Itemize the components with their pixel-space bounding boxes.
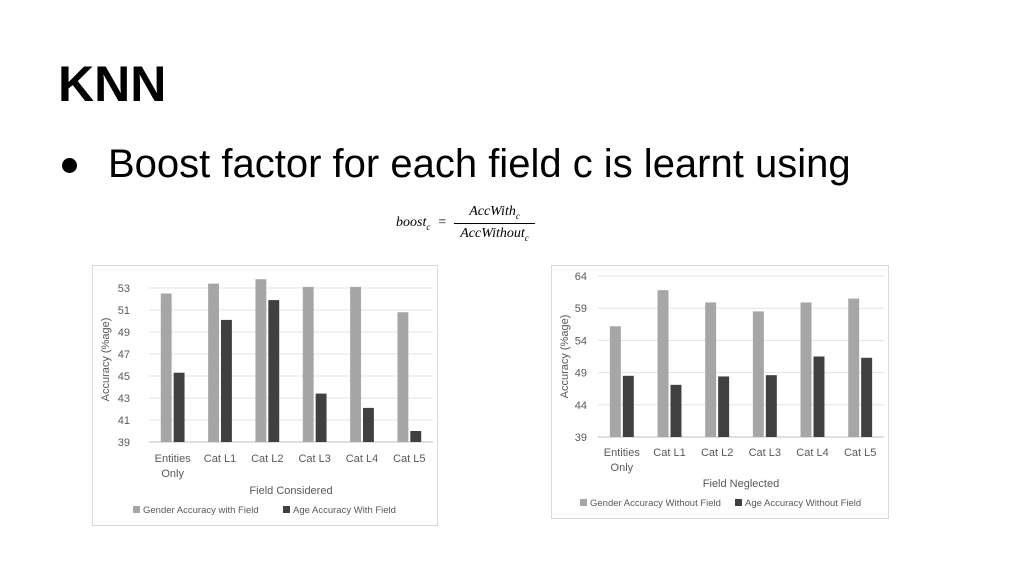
chart-field-neglected: 39 44 49 54 59 64 Accuracy (%age) Entities Only C…	[551, 265, 889, 519]
y-tick-label: 51	[118, 305, 130, 317]
x-tick-label: Only	[161, 468, 184, 480]
y-tick-label: 41	[118, 415, 130, 427]
bar-age	[410, 431, 422, 442]
boost-formula: boostc = AccWithc AccWithoutc	[396, 204, 535, 243]
chart-field-considered: 39 41 43 45 47 49 51 53 Accuracy (%age) Entities O…	[92, 265, 438, 526]
legend-label: Age Accuracy With Field	[293, 505, 396, 516]
x-tick-label: Cat L2	[251, 453, 283, 465]
bar-gender	[350, 286, 361, 442]
x-tick-label: Cat L5	[393, 453, 425, 465]
y-tick-label: 53	[118, 283, 130, 295]
bar-gender	[160, 293, 172, 442]
bar-age	[173, 372, 185, 442]
bar-age	[622, 375, 634, 437]
y-axis-label: Accuracy (%age)	[100, 318, 112, 402]
y-tick-label: 59	[575, 303, 587, 315]
y-tick-label: 45	[118, 371, 130, 383]
bar-gender	[848, 298, 860, 437]
x-tick-label: Cat L5	[844, 447, 876, 459]
bullet-dot-icon	[62, 157, 77, 173]
bar-gender	[705, 302, 717, 437]
x-tick-label: Only	[611, 462, 634, 474]
bar-gender	[397, 312, 409, 442]
legend-label: Gender Accuracy Without Field	[590, 498, 721, 509]
bar-age	[718, 376, 730, 437]
bar-gender	[609, 326, 621, 437]
legend-swatch	[735, 499, 742, 506]
legend-swatch	[580, 499, 587, 506]
y-tick-label: 39	[575, 432, 587, 444]
formula-lhs: boostc	[396, 214, 431, 232]
bar-gender	[255, 279, 267, 442]
y-axis-label: Accuracy (%age)	[559, 315, 571, 399]
bullet-point: Boost factor for each field c is learnt …	[62, 140, 851, 188]
chart-field-considered-svg: 39 41 43 45 47 49 51 53 Accuracy (%age) Entities O…	[100, 279, 433, 516]
bar-age	[221, 319, 232, 442]
x-axis-label: Field Considered	[249, 485, 332, 497]
y-tick-label: 47	[118, 349, 130, 361]
x-tick-label: Cat L1	[653, 447, 685, 459]
x-axis-label: Field Neglected	[703, 478, 779, 490]
x-tick-label: Cat L1	[204, 453, 236, 465]
x-tick-label: Entities	[604, 447, 641, 459]
chart-field-neglected-svg: 39 44 49 54 59 64 Accuracy (%age) Entities Only C…	[559, 271, 884, 509]
bar-gender	[800, 302, 812, 437]
y-tick-label: 43	[118, 393, 130, 405]
bar-age	[813, 356, 825, 437]
bar-gender	[657, 290, 669, 437]
bar-age	[765, 375, 777, 437]
formula-equals: =	[438, 215, 447, 231]
bar-gender	[752, 311, 764, 437]
bar-age	[363, 407, 374, 442]
legend-swatch	[133, 506, 140, 513]
y-tick-label: 39	[118, 437, 130, 449]
bar-age	[861, 357, 873, 437]
y-tick-label: 49	[118, 327, 130, 339]
bullet-text: Boost factor for each field c is learnt …	[108, 142, 851, 186]
x-tick-label: Cat L3	[749, 447, 781, 459]
x-tick-label: Cat L4	[346, 453, 378, 465]
bar-age	[268, 300, 280, 442]
legend-label: Age Accuracy Without Field	[745, 498, 861, 509]
y-tick-label: 54	[575, 335, 587, 347]
formula-denominator: AccWithoutc	[460, 225, 529, 243]
x-tick-label: Cat L2	[701, 447, 733, 459]
formula-numerator: AccWithc	[469, 204, 520, 221]
legend-label: Gender Accuracy with Field	[143, 505, 259, 516]
formula-fraction: AccWithc AccWithoutc	[454, 204, 535, 243]
bar-age	[315, 393, 327, 442]
bar-gender	[302, 286, 314, 442]
x-tick-label: Cat L4	[796, 447, 828, 459]
y-tick-label: 44	[575, 400, 587, 412]
bar-gender	[208, 283, 219, 442]
fraction-bar	[454, 222, 535, 224]
x-tick-label: Entities	[155, 453, 192, 465]
slide-title: KNN	[58, 56, 167, 112]
y-tick-label: 64	[575, 271, 587, 283]
x-tick-label: Cat L3	[298, 453, 330, 465]
legend-swatch	[283, 506, 290, 513]
bar-age	[670, 384, 682, 437]
y-tick-label: 49	[575, 368, 587, 380]
